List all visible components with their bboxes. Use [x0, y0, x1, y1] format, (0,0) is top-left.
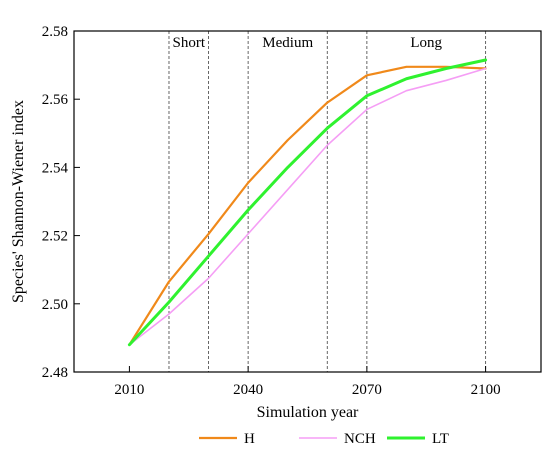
y-tick-label: 2.48	[42, 365, 68, 381]
x-tick-label: 2040	[233, 382, 263, 398]
series-lines	[127, 58, 488, 347]
x-axis-title: Simulation year	[257, 404, 359, 421]
series-line-nch	[128, 67, 487, 346]
series-line-h	[128, 65, 487, 346]
x-tick-label: 2010	[114, 382, 144, 398]
y-tick-label: 2.56	[42, 92, 69, 108]
phase-label: Long	[410, 35, 442, 51]
y-tick-label: 2.58	[42, 24, 68, 40]
y-axis-title: Species' Shannon-Wiener index	[10, 100, 27, 303]
plot-frame	[73, 30, 542, 373]
phase-label: Short	[173, 35, 206, 51]
legend-label-nch: NCH	[344, 431, 376, 447]
legend-label-h: H	[244, 431, 255, 447]
x-tick-label: 2070	[352, 382, 382, 398]
y-tick-label: 2.54	[42, 160, 69, 176]
y-tick-label: 2.50	[42, 297, 68, 313]
phase-labels: Short Medium Long	[173, 35, 443, 51]
legend-label-lt: LT	[432, 431, 449, 447]
x-tick-label: 2100	[471, 382, 501, 398]
axis-ticks: 2.48 2.50 2.52 2.54 2.56 2.58 2010 2040 2070 2100	[42, 24, 501, 398]
phase-label: Medium	[262, 35, 313, 51]
series-line-lt	[127, 58, 488, 347]
legend: H NCH LT	[199, 431, 449, 447]
y-tick-label: 2.52	[42, 229, 68, 245]
phase-dividers	[168, 31, 487, 372]
